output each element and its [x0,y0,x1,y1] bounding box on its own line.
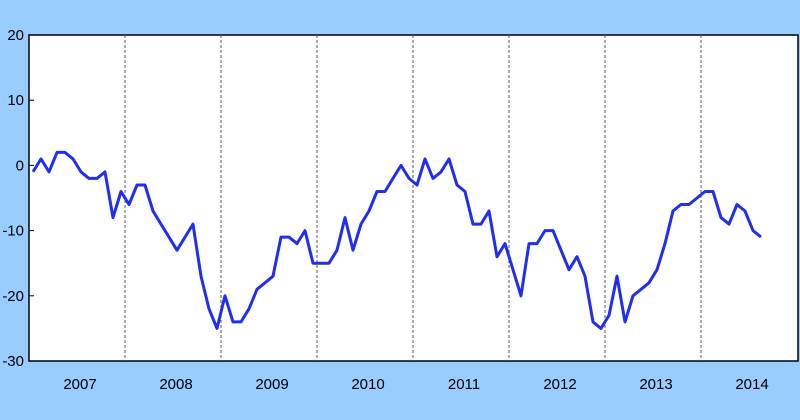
x-tick-label: 2008 [159,376,192,393]
y-tick-label: 0 [16,157,24,174]
x-tick-label: 2013 [639,376,672,393]
y-tick-label: -20 [2,288,24,305]
x-tick-label: 2014 [735,376,768,393]
series-layer [31,150,762,330]
x-tick-label: 2010 [351,376,384,393]
x-tick-label: 2007 [63,376,96,393]
x-tick-label: 2011 [448,376,480,393]
x-tick-label: 2009 [255,376,288,393]
y-axis: 20 10 0 -10 -20 -30 [2,27,34,370]
x-axis: 2007 2008 2009 2010 2011 2012 2013 2014 [63,376,768,393]
series-line [31,150,762,330]
y-tick-label: -10 [2,223,24,240]
y-tick-label: 20 [7,27,24,44]
y-tick-label: 10 [7,92,24,109]
y-tick-label: -30 [2,353,24,370]
x-tick-label: 2012 [543,376,576,393]
